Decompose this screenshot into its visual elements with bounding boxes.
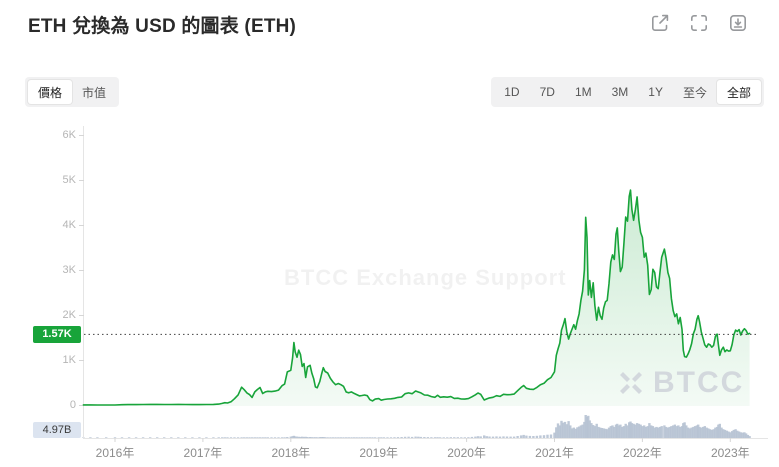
tab-price[interactable]: 價格 [28,80,73,104]
range-tab-1m[interactable]: 1M [574,85,592,99]
price-line [82,189,751,406]
y-axis-label: 4K [62,219,76,231]
y-axis-label: 6K [62,129,76,141]
fullscreen-icon[interactable] [688,12,710,34]
x-axis-label: 2022年 [623,446,662,460]
volume-bars [82,415,751,439]
x-axis-label: 2018年 [271,446,311,460]
x-axis-label: 2023年 [710,446,750,460]
y-axis-label: 5K [62,174,76,186]
y-axis-label: 3K [62,264,76,276]
page-title: ETH 兌換為 USD 的圖表 (ETH) [28,16,297,37]
range-tab-7d[interactable]: 7D [539,85,555,99]
metric-tab-group: 價格 市值 [25,77,120,107]
axes [79,126,768,442]
y-axis-label: 0 [69,399,76,411]
range-tab-1y[interactable]: 1Y [648,85,663,99]
brand-watermark-label: BTCC [653,366,745,399]
x-axis-label: 2021年 [535,446,574,460]
btcc-logo-icon [616,368,646,398]
current-volume-badge: 4.97B [33,422,81,438]
download-icon[interactable] [727,12,749,34]
range-tab-all[interactable]: 全部 [716,80,761,104]
price-area-fill [83,190,750,406]
y-axis-label: 1K [62,354,76,366]
x-axis-label: 2020年 [447,446,486,460]
x-axis-label: 2017年 [183,446,223,460]
exchange-watermark: BTCC Exchange Support [284,265,567,290]
header-actions [649,12,749,34]
range-tab-1d[interactable]: 1D [504,85,520,99]
range-tab-group: 1D 7D 1M 3M 1Y 至今 全部 [491,77,764,107]
x-axis-label: 2019年 [359,446,399,460]
tab-market-cap[interactable]: 市值 [82,85,107,100]
range-tab-3m[interactable]: 3M [611,85,629,99]
y-axis-label: 2K [62,309,76,321]
brand-watermark: BTCC [616,366,744,400]
current-price-badge: 1.57K [33,326,81,343]
x-axis-label: 2016年 [95,446,135,460]
share-icon[interactable] [649,12,671,34]
range-tab-ytd[interactable]: 至今 [682,85,707,100]
